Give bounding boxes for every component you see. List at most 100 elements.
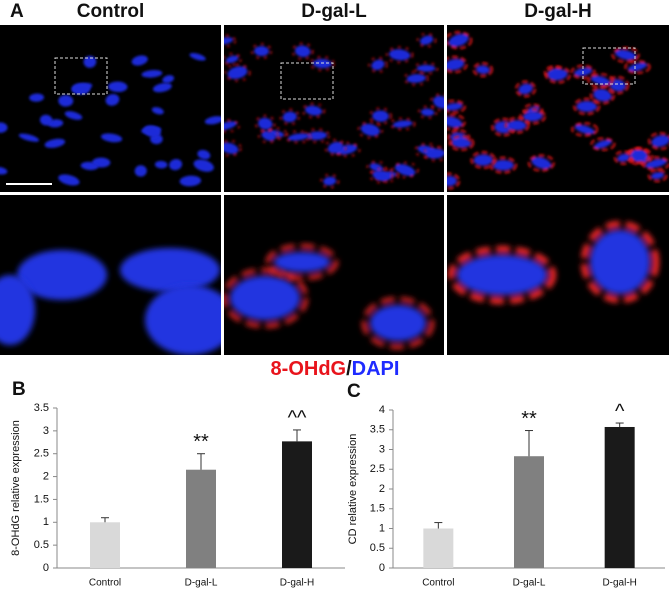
- nucleus: [261, 131, 276, 141]
- cell: [362, 297, 434, 349]
- cell: [447, 55, 468, 74]
- cell: [587, 72, 614, 89]
- nucleus: [282, 111, 297, 123]
- cell: [39, 114, 53, 126]
- y-tick-label: 3.5: [34, 402, 49, 414]
- cell: [448, 246, 556, 304]
- error-bar: [197, 453, 205, 470]
- y-tick-label: 3: [379, 443, 385, 455]
- cell: [266, 244, 338, 280]
- panel-label: B: [12, 379, 26, 400]
- cell: [389, 117, 416, 131]
- red-signal: [369, 167, 394, 184]
- cell: [605, 75, 630, 95]
- nucleus: [389, 49, 411, 61]
- nucleus: [548, 69, 568, 81]
- cell: [357, 121, 384, 139]
- nucleus: [193, 159, 214, 172]
- micrograph: [224, 195, 444, 355]
- zoom-box: [280, 62, 334, 100]
- cell: [590, 137, 616, 152]
- red-signal: [515, 80, 537, 98]
- cell: [0, 275, 35, 345]
- x-tick-label: D-gal-L: [185, 578, 218, 589]
- bar: [604, 426, 635, 568]
- cell: [71, 83, 91, 95]
- cell: [309, 55, 335, 72]
- nucleus: [628, 62, 647, 72]
- cell: [519, 108, 547, 125]
- cell: [224, 139, 242, 157]
- error-bar: [615, 422, 624, 427]
- significance: ^: [615, 400, 625, 422]
- y-tick-label: 0: [43, 562, 49, 574]
- cell: [504, 116, 530, 134]
- x-tick-label: D-gal-H: [602, 578, 636, 589]
- error-bar: [434, 522, 443, 529]
- cell: [417, 105, 438, 120]
- nucleus: [426, 148, 444, 159]
- nucleus: [305, 105, 322, 116]
- cell: [628, 147, 650, 164]
- nucleus: [371, 59, 385, 70]
- cell: [470, 150, 497, 170]
- cell: [250, 42, 273, 60]
- cell: [366, 160, 387, 175]
- cell: [369, 167, 394, 184]
- nucleus: [0, 275, 35, 345]
- cell: [447, 99, 467, 114]
- nucleus: [230, 276, 300, 320]
- cell: [447, 172, 461, 190]
- micrographs: [0, 25, 669, 355]
- zoom-box: [582, 47, 636, 85]
- x-tick-label: D-gal-L: [513, 578, 546, 589]
- cell: [527, 154, 555, 172]
- nucleus: [420, 35, 434, 45]
- cell: [429, 93, 444, 112]
- cell: [573, 97, 601, 116]
- nucleus: [258, 117, 273, 130]
- nucleus: [594, 139, 612, 149]
- cell: [105, 93, 120, 106]
- red-signal: [279, 108, 300, 126]
- cell: [18, 133, 40, 142]
- nucleus: [447, 103, 463, 111]
- red-signal: [470, 150, 497, 170]
- cell: [204, 116, 221, 125]
- micrograph: [447, 195, 669, 355]
- nucleus: [574, 124, 595, 134]
- cell: [448, 135, 475, 152]
- red-signal: [320, 173, 340, 189]
- nucleus: [120, 248, 220, 292]
- red-signal: [489, 156, 518, 174]
- nucleus: [632, 150, 647, 161]
- nucleus: [254, 46, 269, 57]
- red-signal: [590, 137, 616, 152]
- nucleus: [227, 66, 248, 79]
- red-signal: [448, 246, 556, 304]
- cell: [162, 75, 175, 84]
- nucleus: [58, 174, 80, 186]
- cell: [368, 56, 388, 73]
- cell: [100, 133, 123, 143]
- y-tick-label: 1.5: [34, 493, 49, 505]
- bar: [282, 441, 312, 568]
- nucleus: [448, 34, 469, 47]
- micrograph: [447, 25, 669, 192]
- panel-label: C: [347, 381, 361, 402]
- nucleus: [323, 176, 337, 186]
- nucleus: [416, 64, 436, 72]
- y-tick-label: 1.5: [370, 503, 385, 515]
- red-signal: [373, 168, 400, 183]
- red-signal: [224, 63, 251, 82]
- stain-legend: 8-OHdG/DAPI: [271, 358, 400, 380]
- red-signal: [224, 34, 237, 48]
- red-signal: [613, 150, 634, 165]
- nucleus: [197, 149, 211, 160]
- nucleus: [295, 45, 311, 57]
- cell: [447, 113, 466, 131]
- red-signal: [519, 108, 547, 125]
- red-signal: [301, 102, 326, 119]
- nucleus: [492, 160, 514, 171]
